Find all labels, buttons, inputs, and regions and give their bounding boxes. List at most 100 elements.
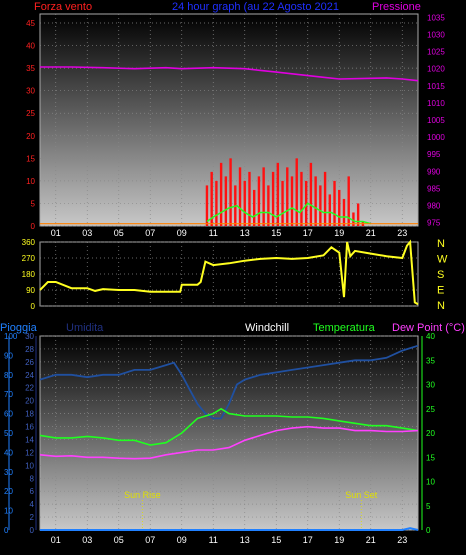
wind-gust-bar [323, 171, 327, 226]
humidity-tick-label: 4 [30, 500, 35, 509]
direction-tick-label: 270 [22, 254, 36, 263]
x-tick-label: 13 [240, 535, 250, 545]
humidity-axis-label: Umidita [66, 322, 104, 334]
temperature-tick-label: 5 [426, 502, 431, 511]
x-tick-label: 15 [271, 228, 281, 238]
wind-tick-label: 45 [26, 19, 35, 28]
x-tick-label: 07 [145, 228, 155, 238]
direction-tick-label: 180 [22, 270, 36, 279]
x-tick-label: 11 [209, 535, 218, 545]
pressure-tick-label: 1005 [427, 116, 445, 125]
x-tick-label: 09 [177, 535, 187, 545]
rain-tick-label: 40 [4, 448, 13, 457]
wind-gust-bar [248, 171, 251, 226]
humidity-tick-label: 30 [25, 332, 34, 341]
direction-tick-label: 0 [31, 302, 36, 311]
wind-average-line [206, 202, 372, 225]
wind-tick-label: 15 [26, 154, 35, 163]
windchill-label: Windchill [245, 322, 289, 334]
wind-gust-bar [267, 185, 270, 226]
wind-gust-bar [314, 176, 317, 226]
wind-tick-label: 5 [31, 199, 36, 208]
wind-tick-label: 10 [26, 177, 35, 186]
humidity-tick-label: 2 [30, 513, 35, 522]
rain-tick-label: 30 [4, 468, 13, 477]
sun-marker-label: Sun Set [345, 490, 378, 500]
rain-tick-label: 80 [4, 371, 13, 380]
x-tick-label: 11 [209, 228, 218, 238]
temperature-tick-label: 20 [426, 429, 435, 438]
x-tick-label: 19 [334, 535, 344, 545]
pressure-tick-label: 975 [427, 219, 441, 228]
temperature-tick-label: 40 [426, 332, 435, 341]
humidity-tick-label: 24 [25, 371, 34, 380]
wind-gust-bar [271, 171, 275, 226]
wind-gust-bar [229, 158, 232, 226]
humidity-tick-label: 20 [25, 397, 34, 406]
rain-tick-label: 10 [4, 507, 13, 516]
pressure-tick-label: 985 [427, 184, 441, 193]
pressure-tick-label: 1030 [427, 31, 445, 40]
rain-tick-label: 70 [4, 390, 13, 399]
temperature-line [39, 407, 419, 446]
humidity-tick-label: 8 [30, 474, 35, 483]
compass-label: E [437, 285, 444, 297]
wind-gust-bar [276, 162, 280, 226]
wind-gust-bar [319, 185, 322, 226]
x-tick-label: 05 [114, 228, 124, 238]
humidity-tick-label: 10 [25, 461, 34, 470]
direction-plot-area [39, 241, 419, 307]
pressure-line [40, 66, 419, 82]
wind-gust-bar [304, 180, 308, 226]
rain-line [40, 527, 419, 531]
sun-marker-label: Sun Rise [124, 490, 161, 500]
wind-gust-bar [290, 176, 294, 226]
wind-gust-bar [295, 158, 298, 226]
humidity-tick-label: 22 [25, 384, 34, 393]
wind-gust-bar [342, 198, 346, 226]
temperature-tick-label: 15 [426, 453, 435, 462]
humidity-tick-label: 18 [25, 410, 34, 419]
wind-axis-label: Forza vento [34, 1, 92, 13]
temperature-tick-label: 35 [426, 356, 435, 365]
wind-gust-bar [257, 176, 261, 226]
x-tick-label: 23 [397, 228, 407, 238]
wind-gust-bar [352, 212, 355, 226]
humidity-tick-label: 26 [25, 358, 34, 367]
rain-axis-label: Pioggia [0, 322, 38, 334]
temperature-tick-label: 0 [426, 526, 431, 535]
x-tick-label: 03 [82, 535, 92, 545]
wind-tick-label: 40 [26, 42, 35, 51]
x-tick-label: 07 [145, 535, 155, 545]
direction-tick-label: 90 [26, 286, 35, 295]
humidity-tick-label: 0 [30, 526, 35, 535]
humidity-tick-label: 16 [25, 423, 34, 432]
compass-label: N [437, 300, 445, 312]
wind-gust-bar [210, 171, 213, 226]
compass-label: N [437, 238, 445, 250]
temp-plot-area [39, 335, 419, 531]
humidity-tick-label: 14 [25, 435, 34, 444]
rain-tick-label: 50 [4, 429, 13, 438]
wind-gust-bar [286, 167, 289, 226]
wind-gust-bar [309, 162, 313, 226]
x-tick-label: 01 [51, 535, 61, 545]
pressure-tick-label: 1035 [427, 13, 445, 22]
pressure-tick-label: 1025 [427, 48, 445, 57]
chart-title: 24 hour graph (au 22 Agosto 2021 [172, 1, 339, 13]
pressure-tick-label: 995 [427, 150, 441, 159]
rain-tick-label: 0 [4, 526, 9, 535]
wind-gust-bar [224, 176, 228, 226]
pressure-tick-label: 1015 [427, 82, 445, 91]
humidity-tick-label: 28 [25, 345, 34, 354]
dewpoint-line [39, 425, 419, 460]
wind-tick-label: 30 [26, 87, 35, 96]
x-tick-label: 21 [366, 535, 376, 545]
wind-tick-label: 0 [31, 222, 36, 231]
wind-gust-bar [356, 203, 360, 226]
wind-gust-bar [338, 189, 341, 226]
wind-tick-label: 25 [26, 109, 35, 118]
wind-gust-bar [219, 162, 223, 226]
x-tick-label: 21 [366, 228, 376, 238]
